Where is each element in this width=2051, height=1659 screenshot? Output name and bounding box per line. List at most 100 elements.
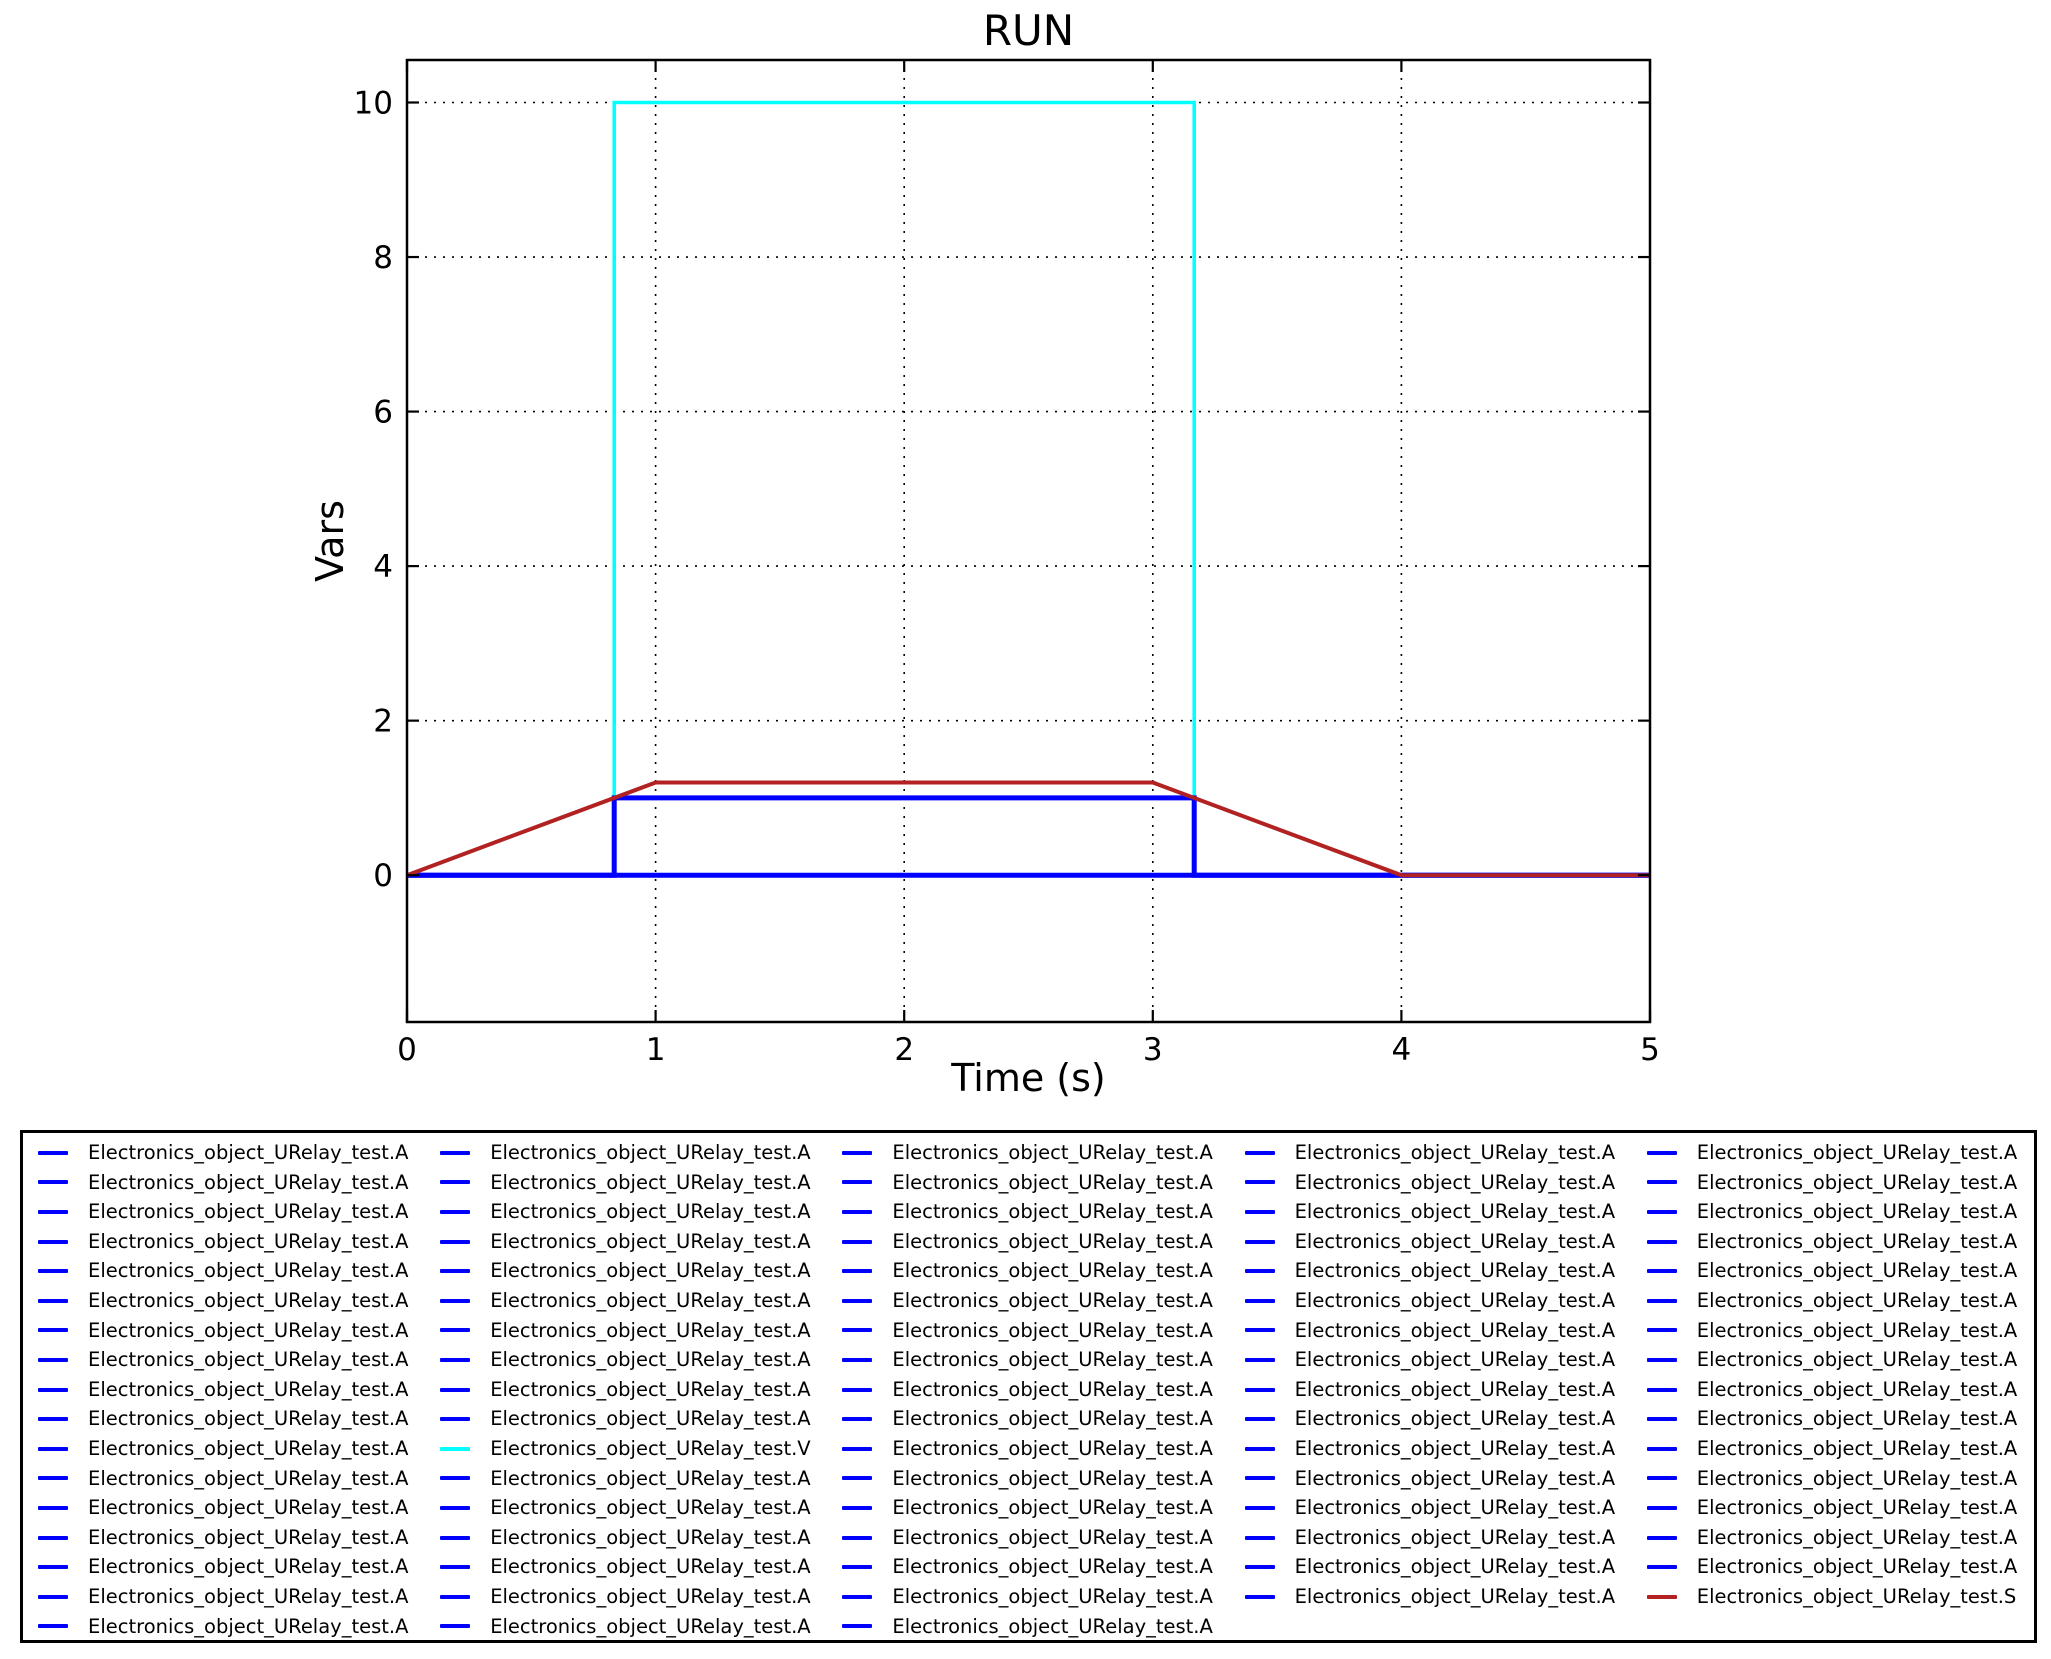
legend-box: Electronics_object_URelay_test.A Electron…: [20, 1130, 2037, 1643]
legend-item: Electronics_object_URelay_test.A: [23, 1552, 425, 1582]
legend-line-swatch: [842, 1505, 873, 1510]
legend-label: Electronics_object_URelay_test.A: [1294, 1318, 1616, 1342]
legend-item: Electronics_object_URelay_test.A: [425, 1404, 827, 1434]
legend-item: Electronics_object_URelay_test.A: [827, 1404, 1229, 1434]
y-tick-label: 0: [373, 858, 393, 894]
legend-line-swatch: [440, 1150, 471, 1155]
legend-label: Electronics_object_URelay_test.A: [892, 1229, 1213, 1253]
legend-label: Electronics_object_URelay_test.A: [88, 1555, 409, 1579]
legend-label: Electronics_object_URelay_test.A: [892, 1584, 1213, 1608]
legend-label: Electronics_object_URelay_test.A: [1294, 1259, 1616, 1283]
legend-label: Electronics_object_URelay_test.A: [1696, 1229, 2018, 1253]
chart-title: RUN: [982, 6, 1075, 55]
legend-item: Electronics_object_URelay_test.A: [23, 1168, 425, 1198]
legend-label: Electronics_object_URelay_test.A: [1696, 1466, 2018, 1490]
legend-item: Electronics_object_URelay_test.A: [827, 1168, 1229, 1198]
legend-item: Electronics_object_URelay_test.A: [827, 1464, 1229, 1494]
legend-item: Electronics_object_URelay_test.A: [1230, 1316, 1632, 1346]
legend-item: Electronics_object_URelay_test.A: [23, 1375, 425, 1405]
legend-item: Electronics_object_URelay_test.A: [1632, 1286, 2034, 1316]
y-tick-label: 10: [354, 85, 393, 121]
legend-item: Electronics_object_URelay_test.A: [827, 1345, 1229, 1375]
legend-label: Electronics_object_URelay_test.A: [1294, 1466, 1616, 1490]
legend-label: Electronics_object_URelay_test.A: [88, 1229, 409, 1253]
legend-item: Electronics_object_URelay_test.A: [827, 1582, 1229, 1612]
y-axis-label: Vars: [308, 500, 352, 582]
legend-item: Electronics_object_URelay_test.A: [827, 1523, 1229, 1553]
legend-line-swatch: [38, 1624, 68, 1629]
legend-line-swatch: [1646, 1565, 1677, 1570]
legend-label: Electronics_object_URelay_test.A: [1696, 1377, 2018, 1401]
legend-item: Electronics_object_URelay_test.A: [23, 1493, 425, 1523]
legend-item: Electronics_object_URelay_test.A: [827, 1375, 1229, 1405]
legend-line-swatch: [842, 1417, 873, 1422]
legend-label: Electronics_object_URelay_test.A: [892, 1289, 1213, 1313]
legend-item: Electronics_object_URelay_test.A: [23, 1464, 425, 1494]
legend-line-swatch: [842, 1328, 873, 1333]
legend-label: Electronics_object_URelay_test.A: [892, 1466, 1213, 1490]
legend-label: Electronics_object_URelay_test.A: [88, 1141, 409, 1165]
legend-line-swatch: [440, 1624, 471, 1629]
legend-item: Electronics_object_URelay_test.A: [1632, 1227, 2034, 1257]
legend-line-swatch: [440, 1298, 471, 1303]
y-tick-label: 8: [373, 240, 393, 276]
legend-line-swatch: [1244, 1269, 1275, 1274]
legend-item: Electronics_object_URelay_test.A: [23, 1582, 425, 1612]
legend-line-swatch: [1646, 1387, 1677, 1392]
legend-item: Electronics_object_URelay_test.A: [425, 1138, 827, 1168]
legend-line-swatch: [38, 1505, 68, 1510]
legend-label: Electronics_object_URelay_test.A: [892, 1436, 1213, 1460]
legend-label: Electronics_object_URelay_test.A: [1294, 1170, 1616, 1194]
legend-item: Electronics_object_URelay_test.A: [23, 1138, 425, 1168]
y-tick-label: 6: [373, 395, 393, 431]
legend-label: Electronics_object_URelay_test.A: [892, 1496, 1213, 1520]
legend-line-swatch: [440, 1387, 471, 1392]
legend-line-swatch: [38, 1269, 68, 1274]
legend-label: Electronics_object_URelay_test.A: [490, 1289, 811, 1313]
legend-column-3: Electronics_object_URelay_test.A Electron…: [827, 1138, 1229, 1641]
legend-line-swatch: [38, 1239, 68, 1244]
legend-label: Electronics_object_URelay_test.A: [88, 1289, 409, 1313]
legend-item: Electronics_object_URelay_test.A: [1632, 1345, 2034, 1375]
legend-label: Electronics_object_URelay_test.A: [88, 1407, 409, 1431]
legend-item: Electronics_object_URelay_test.A: [23, 1434, 425, 1464]
legend-item: Electronics_object_URelay_test.A: [23, 1345, 425, 1375]
legend-line-swatch: [1244, 1239, 1275, 1244]
legend-label: Electronics_object_URelay_test.A: [1294, 1525, 1616, 1549]
legend-label: Electronics_object_URelay_test.A: [1294, 1407, 1616, 1431]
legend-item: Electronics_object_URelay_test.A: [1632, 1493, 2034, 1523]
legend-line-swatch: [38, 1387, 68, 1392]
legend-label: Electronics_object_URelay_test.A: [490, 1614, 811, 1638]
legend-item: Electronics_object_URelay_test.A: [1230, 1464, 1632, 1494]
legend-line-swatch: [440, 1476, 471, 1481]
legend-label: Electronics_object_URelay_test.A: [1696, 1496, 2018, 1520]
legend-item: Electronics_object_URelay_test.A: [1632, 1552, 2034, 1582]
legend-item: Electronics_object_URelay_test.A: [425, 1168, 827, 1198]
legend-label: Electronics_object_URelay_test.A: [88, 1466, 409, 1490]
legend-item: Electronics_object_URelay_test.A: [425, 1464, 827, 1494]
legend-item: Electronics_object_URelay_test.A: [425, 1316, 827, 1346]
legend-label: Electronics_object_URelay_test.A: [490, 1496, 811, 1520]
legend-label: Electronics_object_URelay_test.A: [1696, 1348, 2018, 1372]
legend-item: Electronics_object_URelay_test.A: [1230, 1404, 1632, 1434]
legend-line-swatch: [440, 1357, 471, 1362]
legend-label: Electronics_object_URelay_test.S: [1696, 1584, 2017, 1608]
legend-label: Electronics_object_URelay_test.A: [490, 1466, 811, 1490]
legend-item: Electronics_object_URelay_test.A: [1632, 1316, 2034, 1346]
legend-column-2: Electronics_object_URelay_test.A Electron…: [425, 1138, 827, 1641]
legend-item: Electronics_object_URelay_test.A: [827, 1316, 1229, 1346]
legend-item: Electronics_object_URelay_test.A: [425, 1552, 827, 1582]
legend-line-swatch: [842, 1357, 873, 1362]
x-tick-label: 2: [894, 1032, 914, 1068]
legend-label: Electronics_object_URelay_test.A: [1294, 1141, 1616, 1165]
legend-item: Electronics_object_URelay_test.V: [425, 1434, 827, 1464]
legend-item: Electronics_object_URelay_test.A: [1230, 1552, 1632, 1582]
legend-line-swatch: [842, 1150, 873, 1155]
legend-line-swatch: [1244, 1298, 1275, 1303]
legend-line-swatch: [1646, 1298, 1677, 1303]
legend-label: Electronics_object_URelay_test.A: [88, 1348, 409, 1372]
legend-item: Electronics_object_URelay_test.A: [1230, 1286, 1632, 1316]
legend-label: Electronics_object_URelay_test.A: [490, 1584, 811, 1608]
legend-line-swatch: [38, 1446, 68, 1451]
legend-item: Electronics_object_URelay_test.A: [425, 1612, 827, 1642]
